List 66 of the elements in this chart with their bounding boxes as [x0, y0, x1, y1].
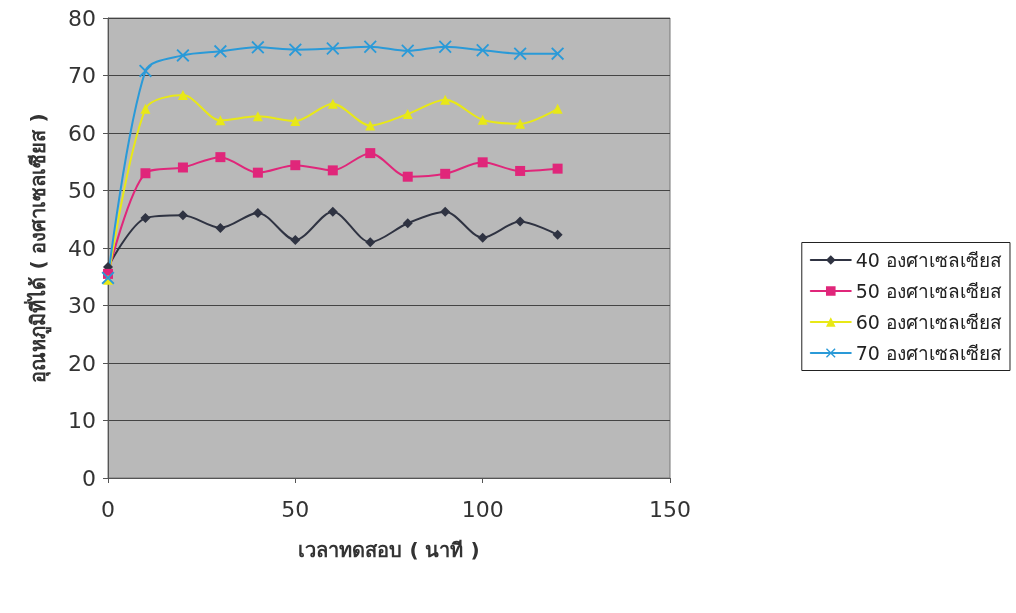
y-tick-label: 40 [68, 235, 96, 261]
legend-label: 60 องศาเซลเซียส [855, 311, 1002, 333]
point [438, 40, 452, 54]
point [290, 115, 301, 126]
point [402, 109, 413, 120]
point [477, 232, 488, 243]
y-axis-title: อุณหภูมิที่ได้ ( องศาเซลเซียส ) [23, 113, 52, 383]
point [552, 103, 563, 114]
x-axis-title: เวลาทดสอบ ( นาที ) [298, 538, 480, 562]
x-tick-label: 50 [281, 496, 310, 522]
point [252, 111, 263, 122]
point [290, 160, 301, 171]
point [252, 207, 263, 218]
point [326, 41, 340, 55]
y-tick-label: 0 [82, 465, 96, 491]
point [365, 148, 376, 159]
x-tick-label: 100 [461, 496, 504, 522]
point [440, 94, 451, 105]
point [327, 98, 338, 109]
point [440, 206, 451, 217]
point [251, 40, 265, 54]
point [401, 44, 415, 58]
x-tick-label: 0 [101, 496, 115, 522]
point [327, 206, 338, 217]
point [365, 120, 376, 131]
point [476, 43, 490, 57]
point [552, 163, 563, 174]
point [177, 162, 188, 173]
point [513, 47, 527, 61]
point [363, 40, 377, 54]
point [290, 234, 301, 245]
point [252, 167, 263, 178]
legend-label: 40 องศาเซลเซียส [855, 249, 1002, 271]
point [176, 48, 190, 62]
y-tick-label: 80 [68, 5, 96, 31]
point [215, 222, 226, 233]
point [215, 115, 226, 126]
point [477, 114, 488, 125]
point [140, 103, 151, 114]
point [140, 168, 151, 179]
point [177, 90, 188, 101]
point [327, 165, 338, 176]
point [515, 165, 526, 176]
point [515, 118, 526, 129]
point [552, 229, 563, 240]
point [402, 218, 413, 229]
y-tick-label: 20 [68, 350, 96, 376]
point [365, 237, 376, 248]
point [215, 152, 226, 163]
point [477, 157, 488, 168]
point [213, 44, 227, 58]
point [515, 216, 526, 227]
point [551, 47, 565, 61]
y-tick-label: 10 [68, 408, 96, 433]
legend-label: 50 องศาเซลเซียส [855, 280, 1002, 302]
y-tick-label: 70 [68, 63, 96, 88]
x-tick-label: 150 [649, 496, 691, 522]
point [140, 213, 151, 224]
point [402, 171, 413, 182]
legend-label: 70 องศาเซลเซียส [855, 342, 1002, 364]
point [177, 210, 188, 221]
y-tick-label: 60 [68, 120, 96, 146]
y-tick-label: 50 [68, 178, 96, 203]
y-tick-label: 30 [68, 293, 96, 318]
point [440, 168, 451, 179]
point [288, 43, 302, 57]
